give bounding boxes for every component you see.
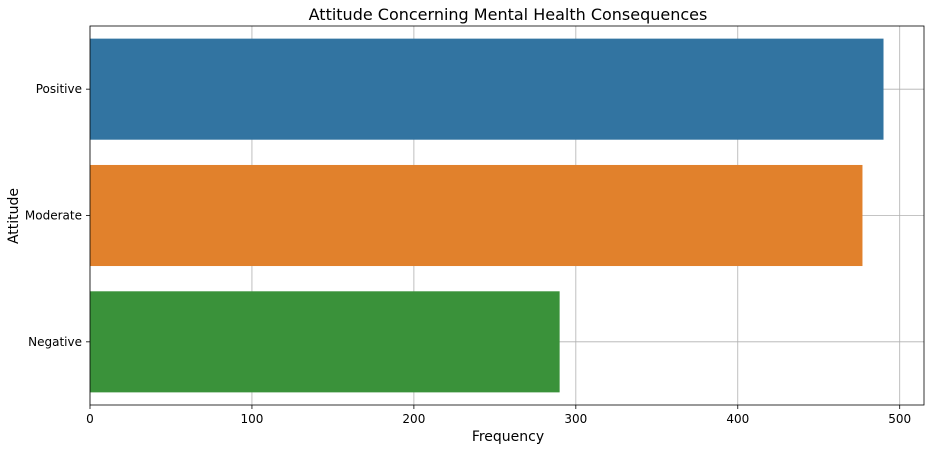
x-tick-label: 0: [86, 412, 94, 426]
x-tick-label: 300: [564, 412, 587, 426]
x-tick-label: 500: [888, 412, 911, 426]
y-axis-title: Attitude: [6, 188, 22, 244]
chart-title: Attitude Concerning Mental Health Conseq…: [309, 5, 708, 24]
bar-negative: [90, 291, 560, 393]
ticks: 0 100 200 300 400 500 Positive Moderate Negative: [25, 82, 911, 426]
x-tick-label: 100: [240, 412, 263, 426]
bar-moderate: [90, 164, 863, 267]
x-tick-label: 200: [402, 412, 425, 426]
bars: [90, 38, 884, 393]
y-tick-label: Positive: [36, 82, 82, 96]
x-axis-title: Frequency: [472, 429, 544, 445]
y-tick-label: Negative: [28, 335, 82, 349]
x-tick-label: 400: [726, 412, 749, 426]
bar-positive: [90, 38, 884, 140]
y-tick-label: Moderate: [25, 209, 82, 223]
